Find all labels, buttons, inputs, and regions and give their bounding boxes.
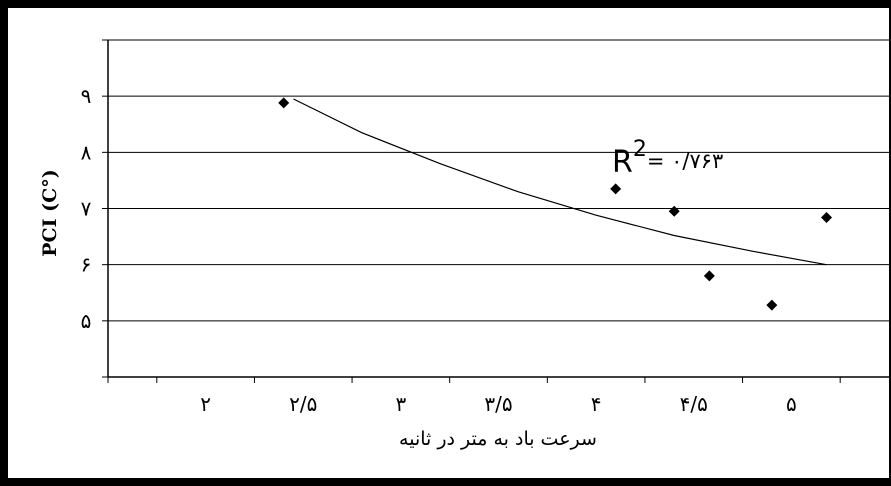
r-squared-r: R [612,145,633,180]
x-tick-label: ۲ [200,392,211,416]
r-squared-annotation: R2= ۰/۷۶۳ [612,137,723,180]
axes [102,39,889,383]
data-point [766,299,778,311]
r-squared-value: = ۰/۷۶۳ [647,149,723,173]
x-tick-label: ۳ [396,392,407,416]
grid-lines [108,39,889,322]
y-tick-label: ۸ [81,140,92,164]
y-tick-labels: ۵ ۶ ۷ ۸ ۹ [81,84,92,333]
trendline-group [293,98,827,266]
x-tick-label: ۴ [591,392,602,416]
data-point [278,97,290,109]
y-axis-title: PCI (C°) [39,169,61,257]
x-tick-labels: ۲ ۲/۵ ۳ ۳/۵ ۴ ۴/۵ ۵ [200,392,797,416]
x-tick-label: ۵ [786,392,797,416]
data-point [668,205,680,217]
data-point [610,183,622,195]
data-point [821,211,833,223]
x-tick-label: ۲/۵ [289,392,317,416]
x-tick-label: ۳/۵ [484,392,512,416]
y-tick-label: ۹ [81,84,92,108]
r-squared-sup: 2 [633,137,647,162]
x-tick-label: ۴/۵ [680,392,708,416]
y-tick-label: ۵ [81,309,92,333]
x-axis-title: سرعت باد به متر در ثانیه [399,428,597,450]
y-tick-label: ۷ [81,197,92,221]
data-points [278,97,833,311]
trendline [293,98,827,266]
data-point [703,270,715,282]
y-tick-label: ۶ [81,253,92,277]
